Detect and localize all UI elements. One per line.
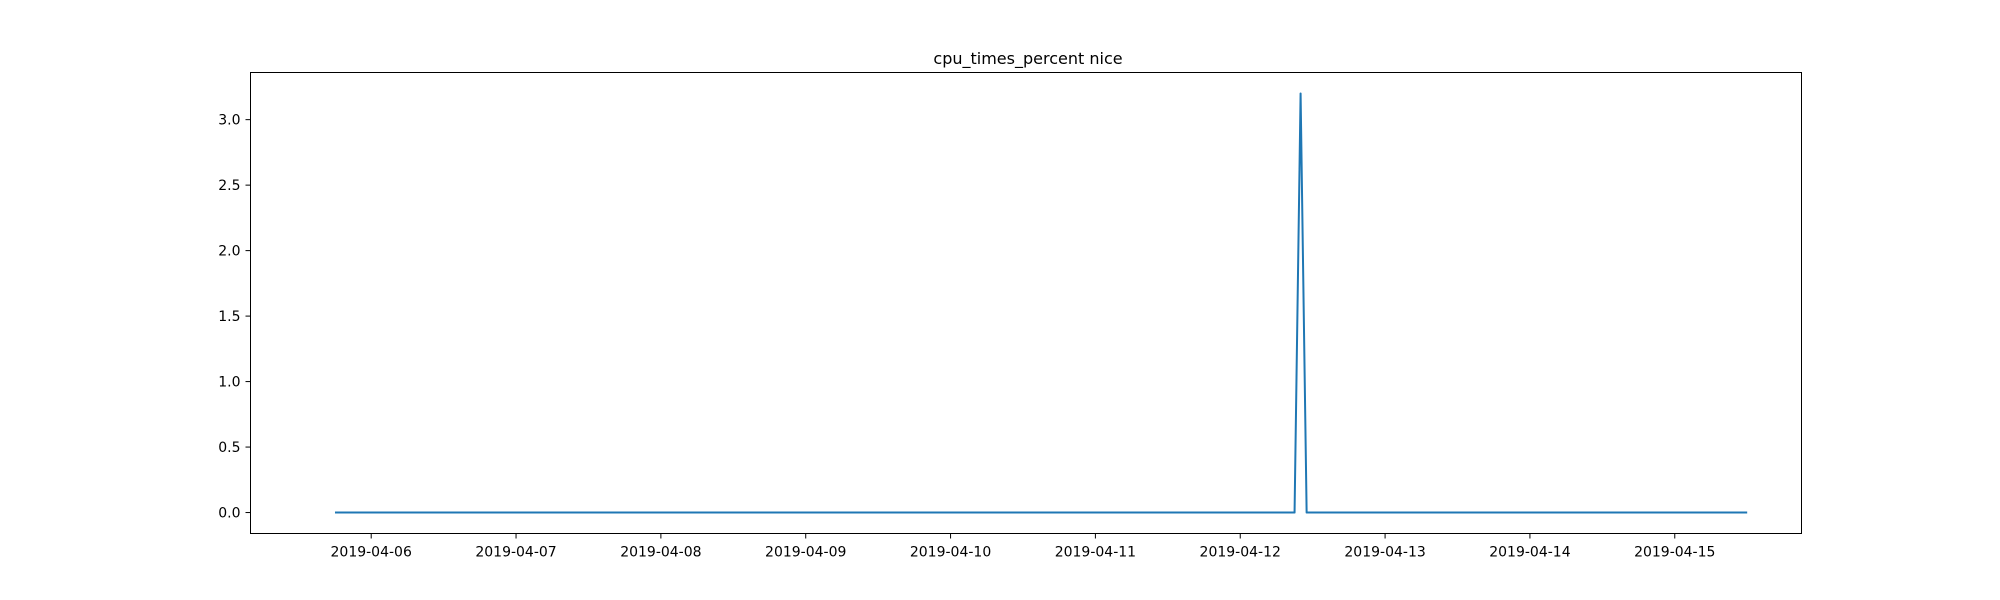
y-tick-label: 0.0 <box>218 506 240 522</box>
x-tick-label: 2019-04-06 <box>331 545 412 561</box>
x-tick-label: 2019-04-14 <box>1489 545 1570 561</box>
x-tick-label: 2019-04-08 <box>620 545 701 561</box>
x-axis: 2019-04-06 2019-04-07 2019-04-08 2019-04-09… <box>331 533 1715 561</box>
x-tick-label: 2019-04-12 <box>1200 545 1281 561</box>
chart-title: cpu_times_percent nice <box>933 49 1122 69</box>
series-line <box>334 92 1748 514</box>
x-tick-label: 2019-04-11 <box>1055 545 1136 561</box>
y-tick-label: 2.5 <box>218 178 240 194</box>
y-tick-label: 0.5 <box>218 440 240 456</box>
y-tick-label: 1.0 <box>218 375 240 391</box>
x-tick-label: 2019-04-15 <box>1634 545 1715 561</box>
y-tick-label: 1.5 <box>218 309 240 325</box>
x-tick-label: 2019-04-10 <box>910 545 991 561</box>
x-tick-label: 2019-04-09 <box>765 545 846 561</box>
axes-frame <box>250 72 1802 534</box>
x-tick-label: 2019-04-13 <box>1344 545 1425 561</box>
x-tick-label: 2019-04-07 <box>475 545 556 561</box>
y-axis: 0.0 0.5 1.0 1.5 2.0 2.5 3.0 <box>218 113 251 522</box>
y-tick-label: 2.0 <box>218 244 240 260</box>
y-tick-label: 3.0 <box>218 113 240 129</box>
plot-area <box>334 92 1748 514</box>
